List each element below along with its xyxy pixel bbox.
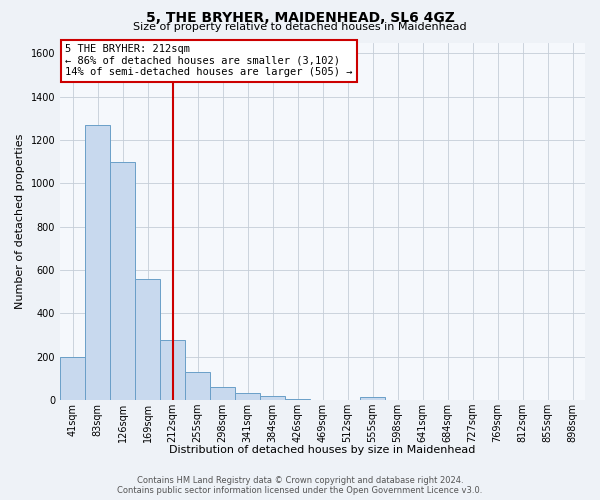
Text: Size of property relative to detached houses in Maidenhead: Size of property relative to detached ho… — [133, 22, 467, 32]
Bar — [135, 278, 160, 400]
Bar — [60, 356, 85, 400]
Bar — [210, 387, 235, 400]
Text: 5 THE BRYHER: 212sqm
← 86% of detached houses are smaller (3,102)
14% of semi-de: 5 THE BRYHER: 212sqm ← 86% of detached h… — [65, 44, 353, 78]
Bar — [160, 340, 185, 400]
Text: 5, THE BRYHER, MAIDENHEAD, SL6 4GZ: 5, THE BRYHER, MAIDENHEAD, SL6 4GZ — [146, 11, 454, 25]
Bar — [260, 396, 285, 400]
Bar — [85, 125, 110, 400]
X-axis label: Distribution of detached houses by size in Maidenhead: Distribution of detached houses by size … — [169, 445, 476, 455]
Bar — [235, 394, 260, 400]
Bar — [110, 162, 135, 400]
Y-axis label: Number of detached properties: Number of detached properties — [15, 134, 25, 309]
Bar — [285, 399, 310, 400]
Bar — [360, 396, 385, 400]
Text: Contains HM Land Registry data © Crown copyright and database right 2024.
Contai: Contains HM Land Registry data © Crown c… — [118, 476, 482, 495]
Bar — [185, 372, 210, 400]
